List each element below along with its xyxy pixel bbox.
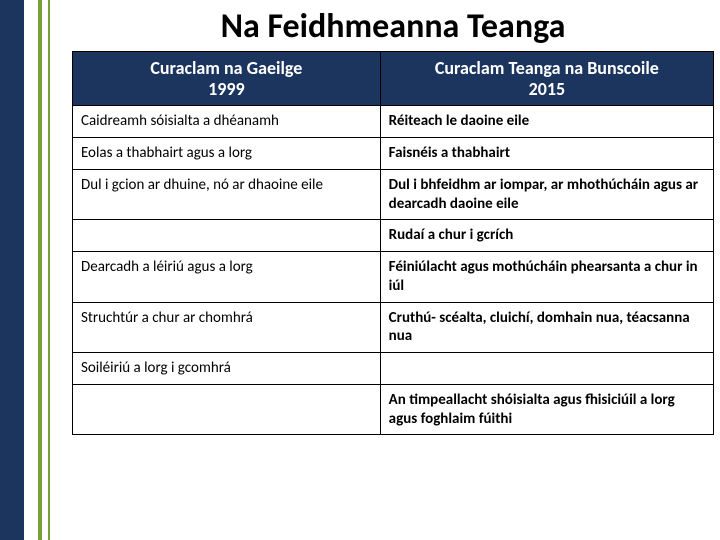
table-row: Struchtúr a chur ar chomhrá Cruthú- scéa… [73,302,714,353]
cell-left: Struchtúr a chur ar chomhrá [73,302,381,353]
side-bar [0,0,24,540]
accent-line-2 [48,0,50,540]
cell-right: Féiniúlacht agus mothúcháin phearsanta a… [380,252,713,303]
header-left-line2: 1999 [208,78,245,100]
table-row: An timpeallacht shóisialta agus fhisiciú… [73,384,714,435]
header-right-line1: Curaclam Teanga na Bunscoile [435,57,659,79]
cell-left: Dul i gcion ar dhuine, nó ar dhaoine eil… [73,169,381,220]
table-row: Dearcadh a léiriú agus a lorg Féiniúlach… [73,252,714,303]
header-right: Curaclam Teanga na Bunscoile 2015 [380,52,713,106]
header-right-line2: 2015 [529,78,566,100]
cell-left [73,220,381,252]
cell-left: Soiléiriú a lorg i gcomhrá [73,353,381,385]
content-area: Na Feidhmeanna Teanga Curaclam na Gaeilg… [72,0,714,435]
cell-right: Cruthú- scéalta, cluichí, domhain nua, t… [380,302,713,353]
cell-left: Dearcadh a léiriú agus a lorg [73,252,381,303]
cell-left: Eolas a thabhairt agus a lorg [73,138,381,170]
table-row: Caidreamh sóisialta a dhéanamh Réiteach … [73,106,714,138]
cell-left [73,384,381,435]
header-left: Curaclam na Gaeilge 1999 [73,52,381,106]
cell-right: Dul i bhfeidhm ar iompar, ar mhothúcháin… [380,169,713,220]
header-left-line1: Curaclam na Gaeilge [150,57,302,79]
cell-right: Faisnéis a thabhairt [380,138,713,170]
cell-right: Rudaí a chur i gcrích [380,220,713,252]
accent-line-1 [38,0,42,540]
table-row: Soiléiriú a lorg i gcomhrá [73,353,714,385]
cell-right: An timpeallacht shóisialta agus fhisiciú… [380,384,713,435]
page-title: Na Feidhmeanna Teanga [72,0,714,51]
table-row: Dul i gcion ar dhuine, nó ar dhaoine eil… [73,169,714,220]
cell-right [380,353,713,385]
table-row: Rudaí a chur i gcrích [73,220,714,252]
table-row: Eolas a thabhairt agus a lorg Faisnéis a… [73,138,714,170]
comparison-table: Curaclam na Gaeilge 1999 Curaclam Teanga… [72,51,714,435]
cell-right: Réiteach le daoine eile [380,106,713,138]
cell-left: Caidreamh sóisialta a dhéanamh [73,106,381,138]
